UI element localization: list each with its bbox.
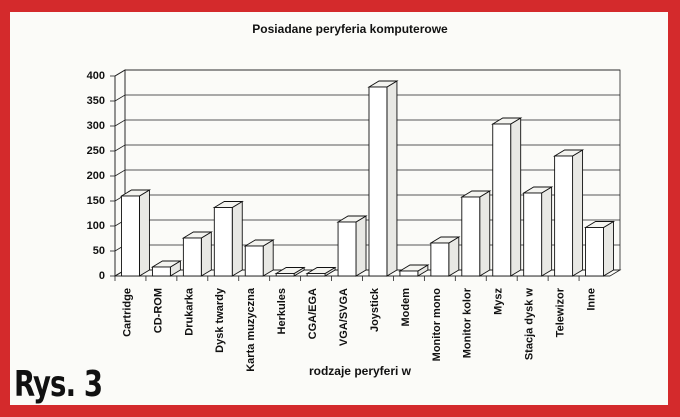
bar: [275, 273, 295, 277]
x-tick-label: Dysk twardy: [214, 287, 226, 353]
chart-title: Posiadane peryferia komputerowe: [252, 22, 448, 36]
bar-side: [603, 220, 614, 277]
x-tick-label: Mysz: [493, 288, 505, 315]
y-tick-label: 400: [87, 70, 105, 82]
x-tick-label: Telewizor: [555, 287, 567, 337]
grid-line: [114, 119, 620, 127]
bar-side: [386, 80, 398, 277]
x-tick-label: Stacja dysk w: [524, 288, 536, 361]
bar: [399, 270, 419, 277]
bar: [492, 123, 512, 277]
bar: [554, 155, 574, 277]
y-tick-label: 350: [87, 95, 105, 107]
bar-side: [541, 186, 553, 277]
x-tick-label: Drukarka: [183, 287, 195, 336]
y-tick-label: 0: [99, 270, 105, 282]
x-tick-label: Joystick: [369, 287, 381, 332]
x-tick-label: Monitor kolor: [462, 287, 474, 358]
bar: [430, 242, 450, 277]
x-axis-label: rodzaje peryferi w: [309, 364, 412, 378]
x-tick-label: Inne: [585, 288, 597, 311]
figure-label: Rys. 3: [14, 363, 102, 405]
bar: [306, 273, 326, 277]
bar-side: [510, 117, 522, 277]
x-tick-label: Monitor mono: [431, 288, 443, 362]
x-tick-label: CGA/EGA: [307, 288, 319, 339]
x-tick-label: Karta muzyczna: [245, 287, 257, 372]
bar: [213, 207, 233, 277]
bar-side: [479, 190, 491, 277]
y-tick-label: 150: [87, 195, 105, 207]
y-tick-label: 250: [87, 145, 105, 157]
bar: [368, 86, 388, 277]
bar-side: [138, 189, 150, 277]
bar: [523, 192, 543, 277]
grid-line: [114, 169, 620, 177]
x-tick-label: Herkules: [276, 288, 288, 334]
y-tick-label: 300: [87, 120, 105, 132]
bar-side: [200, 231, 212, 277]
bar-side: [355, 215, 367, 277]
bar: [182, 237, 202, 277]
x-tick-label: CD-ROM: [152, 288, 164, 333]
bar: [244, 245, 264, 277]
bar: [151, 266, 171, 277]
x-tick-label: Cartridge: [121, 288, 133, 337]
y-tick-label: 50: [93, 245, 105, 257]
bar: [585, 227, 604, 277]
grid-line: [114, 94, 620, 102]
bar: [121, 195, 140, 277]
bar: [461, 196, 481, 277]
x-tick-label: VGA/SVGA: [338, 288, 350, 346]
grid-line: [114, 144, 620, 152]
bar-side: [231, 200, 243, 277]
y-tick-label: 200: [87, 170, 105, 182]
grid-line: [114, 69, 620, 77]
bar: [337, 221, 357, 277]
bar-side: [572, 149, 584, 277]
bar-side: [448, 236, 460, 277]
x-tick-label: Modem: [400, 288, 412, 327]
y-tick-label: 100: [87, 220, 105, 232]
